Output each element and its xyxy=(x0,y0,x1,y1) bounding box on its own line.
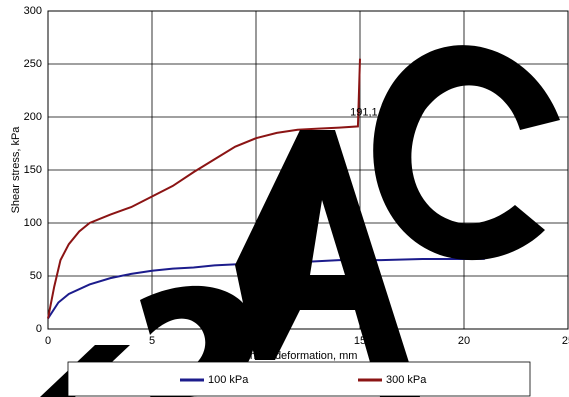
x-tick-label: 25 xyxy=(562,335,569,347)
legend-label: 300 kPa xyxy=(386,374,427,386)
y-tick-label: 0 xyxy=(36,323,42,335)
y-tick-label: 250 xyxy=(24,58,42,70)
legend-box xyxy=(67,361,531,397)
x-tick-label: 20 xyxy=(458,335,470,347)
series-line xyxy=(47,257,485,319)
x-tick-label: 5 xyxy=(149,335,155,347)
watermark xyxy=(40,45,560,397)
y-tick-label: 300 xyxy=(24,5,42,17)
y-tick-label: 50 xyxy=(30,270,42,282)
legend: 100 kPa 300 kPa xyxy=(67,361,531,397)
watermark-stroke xyxy=(235,130,420,397)
series-line xyxy=(47,58,361,319)
y-tick-label: 100 xyxy=(24,217,42,229)
data-label: 191,1 xyxy=(350,106,378,118)
watermark-stroke xyxy=(373,45,560,261)
plot-border xyxy=(47,10,569,330)
legend-label: 100 kPa xyxy=(208,374,249,386)
y-tick-label: 200 xyxy=(24,111,42,123)
y-axis-label: Shear stress, kPa xyxy=(10,126,22,214)
y-tick-label: 150 xyxy=(24,164,42,176)
x-tick-label: 0 xyxy=(45,335,51,347)
